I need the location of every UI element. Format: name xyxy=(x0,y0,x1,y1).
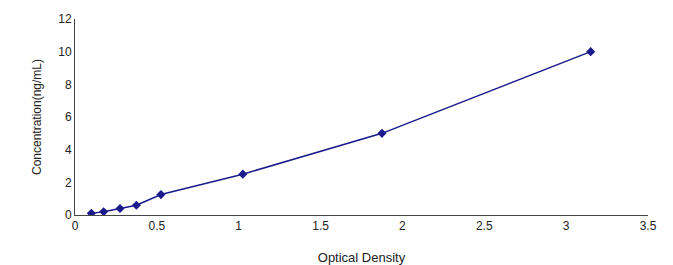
svg-text:1.5: 1.5 xyxy=(312,219,329,233)
svg-text:8: 8 xyxy=(65,78,72,92)
svg-text:2: 2 xyxy=(65,176,72,190)
svg-text:3.5: 3.5 xyxy=(640,219,657,233)
svg-text:4: 4 xyxy=(65,143,72,157)
svg-text:0.5: 0.5 xyxy=(149,219,166,233)
svg-text:Concentration(ng/mL): Concentration(ng/mL) xyxy=(30,59,44,175)
svg-text:0: 0 xyxy=(65,208,72,222)
svg-text:12: 12 xyxy=(58,12,72,26)
svg-text:Optical Density: Optical Density xyxy=(318,250,406,265)
svg-text:2.5: 2.5 xyxy=(476,219,493,233)
svg-text:10: 10 xyxy=(58,45,72,59)
svg-text:3: 3 xyxy=(563,219,570,233)
svg-text:6: 6 xyxy=(65,110,72,124)
svg-text:1: 1 xyxy=(235,219,242,233)
svg-text:2: 2 xyxy=(399,219,406,233)
svg-text:0: 0 xyxy=(72,219,79,233)
